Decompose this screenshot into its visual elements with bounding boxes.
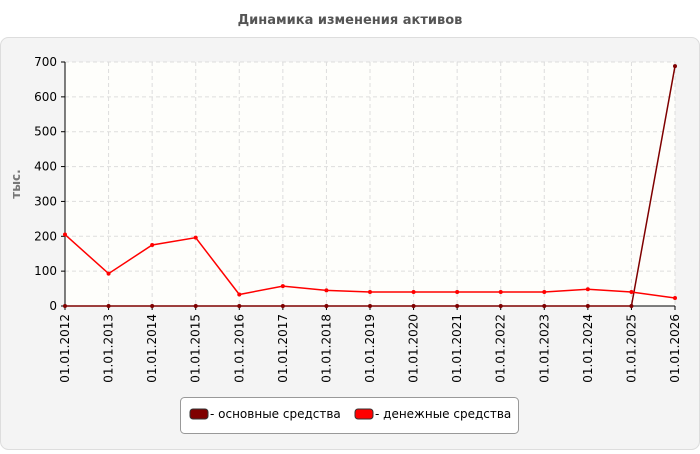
chart-title: Динамика изменения активов bbox=[238, 13, 463, 28]
point bbox=[63, 304, 67, 308]
point bbox=[498, 304, 503, 308]
point bbox=[63, 232, 67, 237]
point bbox=[629, 304, 634, 308]
y-tick-label: 300 bbox=[34, 194, 57, 208]
legend-label: - денежные средства bbox=[375, 407, 511, 421]
point bbox=[368, 290, 372, 295]
point bbox=[411, 304, 416, 308]
legend-swatch bbox=[189, 408, 209, 420]
point bbox=[629, 290, 634, 295]
point bbox=[150, 304, 155, 308]
x-tick-label: 01.01.2023 bbox=[537, 314, 551, 383]
x-tick-label: 01.01.2025 bbox=[624, 314, 638, 383]
point bbox=[368, 304, 372, 308]
y-tick-label: 500 bbox=[34, 125, 57, 139]
x-tick-label: 01.01.2015 bbox=[189, 314, 203, 383]
y-tick-label: 600 bbox=[34, 90, 57, 104]
legend-swatch bbox=[354, 408, 374, 420]
point bbox=[455, 304, 460, 308]
point bbox=[280, 304, 285, 308]
y-axis-label: тыс. bbox=[9, 169, 23, 198]
point bbox=[106, 271, 111, 276]
point bbox=[673, 64, 677, 69]
legend-label: - основные средства bbox=[210, 407, 341, 421]
point bbox=[193, 235, 198, 240]
x-tick-label: 01.01.2018 bbox=[319, 314, 333, 383]
point bbox=[585, 304, 590, 308]
point bbox=[455, 290, 460, 295]
x-tick-label: 01.01.2017 bbox=[276, 314, 290, 383]
x-tick-label: 01.01.2026 bbox=[668, 314, 682, 383]
x-tick-label: 01.01.2024 bbox=[581, 314, 595, 383]
point bbox=[585, 287, 590, 292]
legend bbox=[180, 397, 519, 434]
x-tick-label: 01.01.2020 bbox=[407, 314, 421, 383]
point bbox=[237, 304, 242, 308]
y-tick-label: 200 bbox=[34, 229, 57, 243]
point bbox=[193, 304, 198, 308]
x-tick-label: 01.01.2013 bbox=[102, 314, 116, 383]
point bbox=[280, 284, 285, 289]
point bbox=[411, 290, 416, 295]
point bbox=[673, 295, 677, 300]
point bbox=[150, 243, 155, 247]
x-tick-label: 01.01.2019 bbox=[363, 314, 377, 383]
point bbox=[542, 304, 547, 308]
point bbox=[542, 290, 547, 295]
x-tick-label: 01.01.2012 bbox=[58, 314, 72, 383]
point bbox=[324, 304, 329, 308]
point bbox=[106, 304, 111, 308]
x-tick-label: 01.01.2014 bbox=[145, 314, 159, 383]
point bbox=[237, 292, 242, 297]
point bbox=[324, 288, 329, 293]
point bbox=[498, 290, 503, 295]
y-tick-label: 700 bbox=[34, 55, 57, 69]
x-tick-label: 01.01.2021 bbox=[450, 314, 464, 383]
x-tick-label: 01.01.2016 bbox=[232, 314, 246, 383]
y-tick-label: 100 bbox=[34, 264, 57, 278]
y-tick-label: 0 bbox=[49, 299, 57, 313]
x-tick-label: 01.01.2022 bbox=[494, 314, 508, 383]
y-tick-label: 400 bbox=[34, 160, 57, 174]
